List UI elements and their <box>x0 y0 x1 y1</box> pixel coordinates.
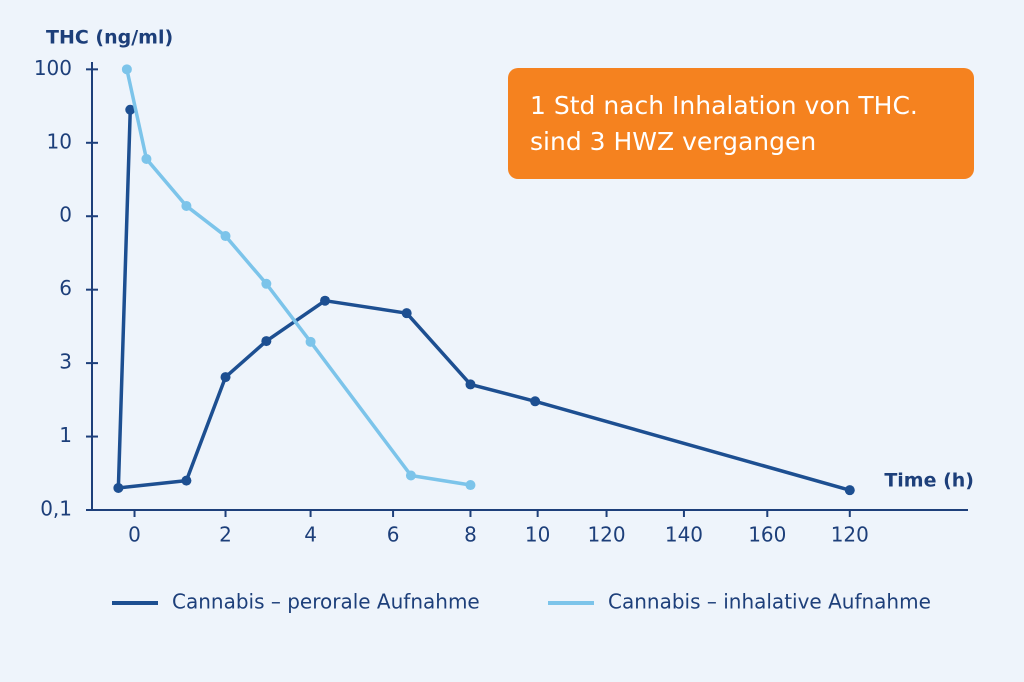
point <box>121 64 132 75</box>
point <box>465 379 476 390</box>
y-tick-label: 0 <box>59 203 72 227</box>
point <box>320 295 331 306</box>
x-tick-label: 8 <box>464 523 477 547</box>
x-tick-label: 160 <box>748 523 786 547</box>
point <box>465 480 476 491</box>
y-tick-label: 0,1 <box>40 497 72 521</box>
x-tick-label: 120 <box>831 523 869 547</box>
point <box>261 278 272 289</box>
point <box>305 336 316 347</box>
y-tick-label: 100 <box>34 56 72 80</box>
x-tick-label: 4 <box>304 523 317 547</box>
y-tick-label: 3 <box>59 350 72 374</box>
x-tick-label: 0 <box>128 523 141 547</box>
legend-label: Cannabis – inhalative Aufnahme <box>608 590 931 614</box>
annotation-box <box>508 68 974 179</box>
point <box>401 308 412 319</box>
x-tick-label: 6 <box>387 523 400 547</box>
legend-label: Cannabis – perorale Aufnahme <box>172 590 480 614</box>
x-tick-label: 140 <box>665 523 703 547</box>
point <box>844 485 855 496</box>
y-tick-label: 10 <box>47 129 72 153</box>
point <box>405 470 416 481</box>
point <box>181 200 192 211</box>
point <box>530 396 541 407</box>
point <box>220 231 231 242</box>
x-tick-label: 2 <box>219 523 232 547</box>
point <box>181 475 192 486</box>
annotation: 1 Std nach Inhalation von THC. <box>530 91 918 120</box>
point <box>220 372 231 383</box>
x-tick-label: 10 <box>525 523 550 547</box>
x-axis-label: Time (h) <box>884 470 974 492</box>
y-tick-label: 6 <box>59 276 72 300</box>
point <box>113 482 124 493</box>
y-axis-label: THC (ng/ml) <box>46 27 173 49</box>
y-tick-label: 1 <box>59 423 72 447</box>
point <box>141 153 152 164</box>
point <box>125 104 136 115</box>
point <box>261 336 272 347</box>
annotation: sind 3 HWZ vergangen <box>530 127 816 156</box>
series-line <box>125 68 471 487</box>
x-tick-label: 120 <box>587 523 625 547</box>
